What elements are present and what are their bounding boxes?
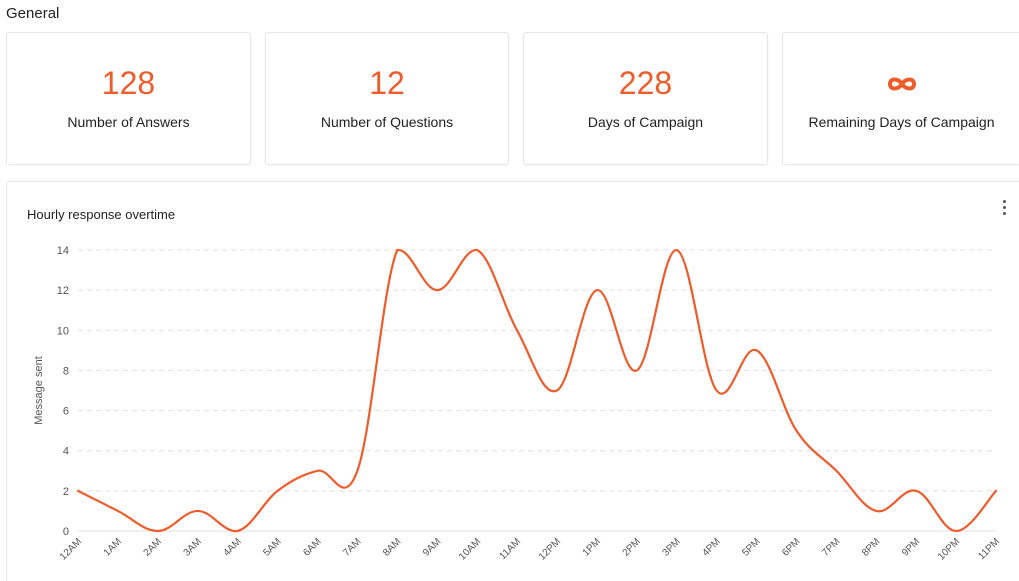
x-tick-label: 7AM — [341, 536, 363, 558]
data-point — [675, 248, 679, 252]
data-point — [315, 469, 319, 473]
y-tick-label: 8 — [63, 365, 69, 377]
x-tick-label: 4PM — [700, 536, 722, 558]
data-point — [755, 348, 759, 352]
series-line — [76, 248, 998, 533]
data-point — [914, 489, 918, 493]
x-tick-label: 2PM — [621, 536, 643, 558]
data-point — [196, 509, 200, 513]
x-tick-label: 4AM — [221, 536, 243, 558]
kebab-menu-icon[interactable] — [1000, 200, 1008, 218]
y-tick-label: 12 — [57, 285, 69, 297]
data-point — [435, 288, 439, 292]
infinity-icon — [887, 77, 916, 91]
y-axis-label: Message sent — [33, 356, 45, 424]
hourly-response-chart-card: Hourly response overtime 0 2 4 6 8 10 12 14 Mess… — [6, 181, 1019, 581]
data-point — [834, 469, 838, 473]
data-point — [515, 328, 519, 332]
data-point — [635, 368, 639, 372]
x-tick-label: 10AM — [457, 536, 483, 562]
x-tick-label: 3PM — [660, 536, 682, 558]
x-tick-label: 6AM — [301, 536, 323, 558]
answers-label: Number of Answers — [67, 114, 190, 130]
data-point — [794, 429, 798, 433]
y-tick-label: 10 — [57, 325, 69, 337]
x-tick-label: 2AM — [142, 536, 164, 558]
stat-card-questions: 12 Number of Questions — [265, 32, 509, 165]
y-tick-label: 4 — [63, 446, 69, 458]
x-tick-label: 1AM — [102, 536, 124, 558]
data-point — [874, 509, 878, 513]
data-point — [555, 389, 559, 393]
y-tick-label: 6 — [63, 406, 69, 418]
x-tick-label: 11AM — [497, 536, 523, 562]
x-tick-label: 7PM — [820, 536, 842, 558]
data-point — [994, 489, 998, 493]
stat-card-days: 228 Days of Campaign — [523, 32, 768, 165]
data-point — [276, 489, 280, 493]
data-point — [236, 529, 240, 533]
data-point — [595, 288, 599, 292]
x-tick-label: 12AM — [58, 536, 84, 562]
x-tick-label: 11PM — [976, 536, 1002, 562]
data-point — [156, 529, 160, 533]
y-tick-label: 14 — [57, 245, 69, 257]
x-tick-label: 10PM — [936, 536, 962, 562]
x-tick-label: 9AM — [421, 536, 443, 558]
remaining-days-label: Remaining Days of Campaign — [808, 114, 995, 130]
data-point — [715, 389, 719, 393]
questions-label: Number of Questions — [320, 114, 454, 130]
hourly-response-line-chart: 0 2 4 6 8 10 12 14 Message sent 12AM 1AM 2AM 3AM 4AM 5… — [33, 245, 1002, 563]
x-tick-label: 3AM — [182, 536, 204, 558]
x-tick-label: 12PM — [537, 536, 563, 562]
data-point — [116, 509, 120, 513]
y-tick-label: 2 — [63, 486, 69, 498]
x-tick-label: 6PM — [780, 536, 802, 558]
days-count: 228 — [618, 65, 673, 101]
x-tick-label: 5AM — [261, 536, 283, 558]
data-point — [954, 529, 958, 533]
days-label: Days of Campaign — [587, 114, 704, 130]
x-tick-label: 8PM — [860, 536, 882, 558]
data-point — [395, 248, 399, 252]
x-tick-label: 1PM — [581, 536, 603, 558]
chart-title: Hourly response overtime — [27, 207, 176, 222]
x-tick-label: 9PM — [900, 536, 922, 558]
data-point — [76, 489, 80, 493]
stat-card-remaining-days: Remaining Days of Campaign — [782, 32, 1019, 165]
answers-count: 128 — [101, 65, 156, 101]
section-title: General — [6, 5, 60, 22]
x-tick-label: 8AM — [381, 536, 403, 558]
x-tick-label: 5PM — [740, 536, 762, 558]
data-point — [355, 469, 359, 473]
stat-card-answers: 128 Number of Answers — [6, 32, 251, 165]
questions-count: 12 — [369, 65, 405, 101]
data-point — [475, 248, 479, 252]
y-tick-label: 0 — [63, 526, 69, 538]
